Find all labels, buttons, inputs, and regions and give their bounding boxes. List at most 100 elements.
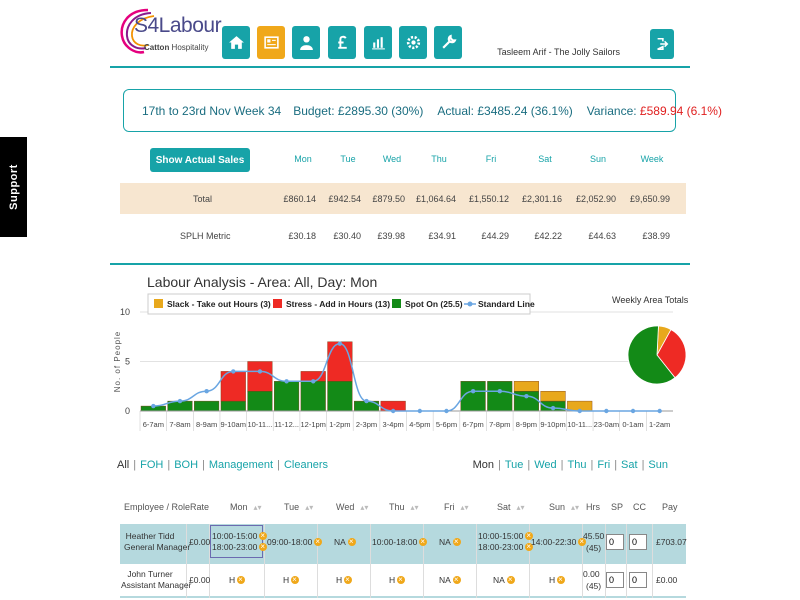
sort-icon[interactable]: ▴▾ [253,503,262,512]
nav-user-button[interactable] [292,26,320,59]
bar-spot [460,381,486,412]
employee-name[interactable]: Heather Tidd [125,531,175,541]
shift-cell[interactable]: 18:00-23:00 [478,541,534,553]
column-header-mon[interactable]: Mon ▴▾ [230,502,262,512]
remove-shift-icon[interactable] [506,574,515,585]
column-header-sat[interactable]: Sat ▴▾ [497,502,525,512]
shift-time: H [389,575,396,585]
sort-icon[interactable]: ▴▾ [516,503,525,512]
sort-icon[interactable]: ▴▾ [460,503,469,512]
day-filter-mon[interactable]: Mon [472,459,494,471]
column-header-tue[interactable]: Tue ▴▾ [284,502,314,512]
shift-cell[interactable]: H [283,574,300,586]
remove-shift-icon[interactable] [419,536,428,547]
column-divider [529,524,530,598]
remove-shift-icon[interactable] [237,574,246,585]
shift-cell[interactable]: 10:00-15:00 [478,530,534,542]
splh-value: £34.91 [428,231,456,241]
logo[interactable]: S4Labour Catton Hospitality [118,6,222,58]
contract-hours: (45) [586,543,602,553]
shift-cell[interactable]: H [229,574,246,586]
remove-shift-icon[interactable] [578,536,587,547]
sort-icon[interactable]: ▴▾ [410,503,419,512]
sp-input[interactable]: 0 [606,534,624,550]
employee-name[interactable]: John Turner [127,569,173,579]
shift-cell[interactable]: 10:00-18:00 [372,536,428,548]
total-value: £1,064.64 [415,194,456,204]
shift-cell[interactable]: 10:00-15:00 [212,530,268,542]
column-divider [370,524,371,598]
sort-icon[interactable]: ▴▾ [571,503,580,512]
day-filter-sat[interactable]: Sat [621,459,638,471]
column-header-wed[interactable]: Wed ▴▾ [336,502,369,512]
remove-shift-icon[interactable] [452,574,461,585]
area-filter-boh[interactable]: BOH [174,459,199,471]
x-tick-label: 0-1am [622,420,643,429]
shift-cell[interactable]: NA [439,574,461,586]
remove-shift-icon[interactable] [347,536,356,547]
shift-cell[interactable]: NA [493,574,515,586]
sp-input[interactable]: 0 [606,572,624,588]
nav-home-button[interactable] [222,26,250,59]
area-filter-foh[interactable]: FOH [140,459,164,471]
actual-value: £3485.24 (36.1%) [477,103,573,118]
shift-cell[interactable]: H [389,574,406,586]
x-tick-label: 10-11... [247,420,272,429]
day-filter-thu[interactable]: Thu [567,459,587,471]
nav-pound-button[interactable] [328,26,356,59]
shift-cell[interactable]: 09:00-18:00 [267,536,323,548]
remove-shift-icon[interactable] [452,536,461,547]
standard-line-point [470,389,476,394]
nav-rota-button[interactable] [257,26,285,59]
shift-cell[interactable]: NA [334,536,356,548]
legend-label: Spot On (25.5) [405,299,463,309]
shift-cell[interactable]: 14:00-22:30 [531,536,587,548]
remove-shift-icon[interactable] [557,574,566,585]
day-filter-tue[interactable]: Tue [504,459,524,471]
logout-button[interactable] [650,29,674,59]
remove-shift-icon[interactable] [525,541,534,552]
splh-value: £44.29 [481,231,509,241]
shift-cell[interactable]: H [336,574,353,586]
y-tick-label: 5 [125,357,130,367]
splh-value: £30.18 [288,231,316,241]
area-filter-cleaners[interactable]: Cleaners [283,459,328,471]
cc-input[interactable]: 0 [629,572,647,588]
day-filter-fri[interactable]: Fri [597,459,611,471]
section-divider [110,263,690,265]
shift-cell[interactable]: H [549,574,566,586]
show-actual-sales-button[interactable]: Show Actual Sales [150,148,250,172]
remove-shift-icon[interactable] [314,536,323,547]
standard-line-point [337,341,343,346]
nav-tools-button[interactable] [434,26,462,59]
remove-shift-icon[interactable] [344,574,353,585]
remove-shift-icon[interactable] [259,541,268,552]
area-filter-management[interactable]: Management [208,459,274,471]
remove-shift-icon[interactable] [259,530,268,541]
sort-icon[interactable]: ▴▾ [305,503,314,512]
x-tick-label: 2-3pm [356,420,377,429]
remove-shift-icon[interactable] [397,574,406,585]
total-value: £860.14 [283,194,316,204]
nav-settings-button[interactable] [399,26,427,59]
sort-icon[interactable]: ▴▾ [360,503,369,512]
area-filter-all[interactable]: All [117,459,130,471]
filter-separator: | [277,459,280,471]
day-filter-wed[interactable]: Wed [534,459,557,471]
contract-hours: (45) [586,581,602,591]
nav-reports-button[interactable] [364,26,392,59]
column-header-fri[interactable]: Fri ▴▾ [444,502,469,512]
bar-spot [220,400,246,412]
shift-cell[interactable]: NA [439,536,461,548]
remove-shift-icon[interactable] [525,530,534,541]
column-header-sun[interactable]: Sun ▴▾ [549,502,580,512]
remove-shift-icon[interactable] [291,574,300,585]
shift-cell[interactable]: 18:00-23:00 [212,541,268,553]
y-tick-label: 0 [125,406,130,416]
cc-input[interactable]: 0 [629,534,647,550]
day-filter-sun[interactable]: Sun [648,459,668,471]
support-tab[interactable]: Support [0,137,27,237]
area-filters: All | FOH | BOH | Management | Cleaners [117,459,328,471]
column-header-thu[interactable]: Thu ▴▾ [389,502,419,512]
